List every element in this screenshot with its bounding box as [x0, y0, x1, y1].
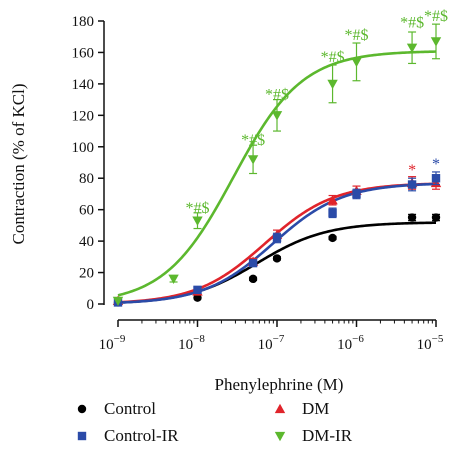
- data-point: [352, 189, 361, 199]
- significance-label: *#$: [424, 8, 448, 25]
- data-point: [112, 296, 124, 307]
- data-point: [248, 258, 258, 268]
- legend-marker: [274, 403, 286, 414]
- y-tick-label: 40: [79, 234, 94, 250]
- data-point: [192, 216, 203, 226]
- axes: 0 20 40 60 80 100 120 140 160 180 10−9 10−8 10−7 10−6…: [72, 14, 444, 353]
- data-point: [431, 213, 441, 222]
- data-point: [193, 285, 202, 295]
- y-tick-label: 120: [72, 108, 95, 124]
- legend-label: Control: [104, 399, 156, 418]
- x-tick-label: 10−9: [99, 333, 126, 353]
- data-point: [193, 293, 202, 302]
- significance-label: *#$: [241, 132, 265, 149]
- y-tick-label: 100: [72, 140, 95, 156]
- x-tick-label: 10−6: [337, 333, 364, 353]
- legend-marker: [77, 431, 87, 441]
- y-tick-label: 0: [87, 297, 95, 313]
- x-tick-label: 10−8: [178, 333, 205, 353]
- series-dm-ir: [112, 23, 442, 307]
- significance-label: *#$: [265, 87, 289, 104]
- legend-item-control-ir: Control-IR: [77, 426, 179, 445]
- data-points: [112, 23, 442, 307]
- data-point: [272, 233, 282, 243]
- legend-label: DM: [302, 399, 329, 418]
- y-tick-label: 80: [79, 171, 94, 187]
- data-point: [431, 174, 441, 183]
- legend-label: DM-IR: [302, 426, 353, 445]
- data-point: [328, 208, 337, 218]
- data-point: [327, 79, 338, 90]
- significance-label: *#$: [345, 27, 369, 44]
- data-point: [247, 155, 259, 165]
- data-point: [168, 274, 179, 285]
- legend: Control Control-IR DM DM-IR: [77, 399, 353, 445]
- y-axis-label: Contraction (% of KCl): [9, 84, 28, 245]
- data-point: [407, 213, 417, 222]
- data-point: [327, 195, 338, 205]
- legend-label: Control-IR: [104, 426, 179, 445]
- legend-item-dm-ir: DM-IR: [274, 426, 353, 445]
- x-tick-label: 10−7: [258, 333, 285, 353]
- data-point: [406, 43, 418, 53]
- data-point: [271, 111, 283, 121]
- data-point: [328, 233, 337, 243]
- y-tick-label: 20: [79, 266, 94, 282]
- x-tick-label: 10−5: [417, 333, 444, 353]
- legend-marker: [274, 431, 286, 442]
- data-point: [407, 180, 417, 189]
- data-point: [248, 274, 258, 284]
- data-point: [351, 57, 362, 68]
- x-axis-label: Phenylephrine (M): [215, 375, 344, 394]
- significance-label: *#$: [400, 14, 424, 31]
- y-tick-label: 180: [72, 14, 95, 30]
- legend-marker: [77, 404, 87, 414]
- significance-label: *: [408, 162, 416, 179]
- series-control-ir: [113, 171, 441, 307]
- y-tick-label: 140: [72, 77, 95, 93]
- significance-label: *: [432, 156, 440, 173]
- significance-label: *#$: [321, 49, 345, 66]
- legend-item-dm: DM: [274, 399, 329, 418]
- significance-label: *#$: [186, 200, 210, 217]
- significance-annotations: *#$*#$*#$*#$*#$*#$ *#$* *: [186, 8, 449, 217]
- series-control: [113, 213, 441, 307]
- fit-curve-control-ir: [117, 182, 437, 304]
- legend-item-control: Control: [77, 399, 156, 418]
- y-tick-label: 60: [79, 203, 94, 219]
- data-point: [430, 37, 442, 47]
- y-tick-label: 160: [72, 45, 95, 61]
- data-point: [272, 254, 282, 263]
